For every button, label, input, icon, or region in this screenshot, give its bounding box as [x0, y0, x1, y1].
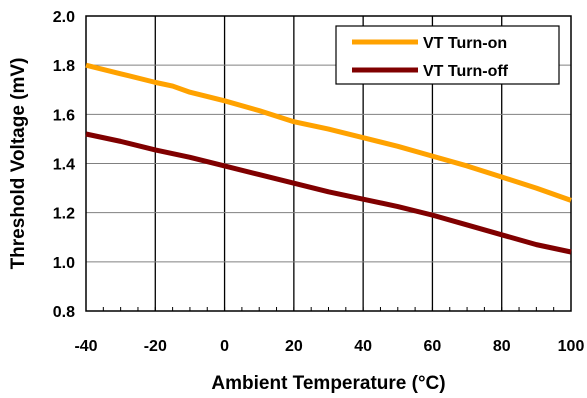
legend-label-vt-turn-on: VT Turn-on [423, 35, 507, 52]
x-tick-label: 40 [354, 338, 372, 355]
x-tick-label: -40 [74, 338, 97, 355]
y-tick-labels: 0.8 1.0 1.2 1.4 1.6 1.8 2.0 [53, 9, 75, 321]
y-axis-title: Threshold Voltage (mV) [8, 58, 29, 270]
x-tick-label: 80 [493, 338, 511, 355]
series-line-vt-turn-off [85, 131, 572, 255]
y-tick-label: 1.8 [53, 58, 75, 75]
legend-box [335, 25, 560, 85]
y-tick-label: 1.0 [53, 255, 75, 272]
x-tick-labels: -40 -20 0 20 40 60 80 100 [74, 338, 584, 355]
x-tick-label: 0 [220, 338, 229, 355]
legend-label-vt-turn-off: VT Turn-off [423, 63, 509, 80]
x-axis-title: Ambient Temperature (°C) [211, 373, 445, 394]
y-tick-label: 0.8 [53, 304, 75, 321]
x-tick-label: -20 [144, 338, 167, 355]
y-tick-label: 1.6 [53, 107, 75, 124]
series-layer [85, 62, 572, 255]
x-tick-label: 20 [285, 338, 303, 355]
y-tick-label: 1.2 [53, 206, 75, 223]
y-tick-label: 2.0 [53, 9, 75, 26]
legend: VT Turn-on VT Turn-off [335, 25, 560, 85]
x-tick-label: 60 [424, 338, 442, 355]
y-tick-label: 1.4 [53, 157, 75, 174]
series-line-vt-turn-on [85, 62, 572, 203]
minor-ticks [85, 307, 572, 311]
x-tick-label: 100 [558, 338, 585, 355]
